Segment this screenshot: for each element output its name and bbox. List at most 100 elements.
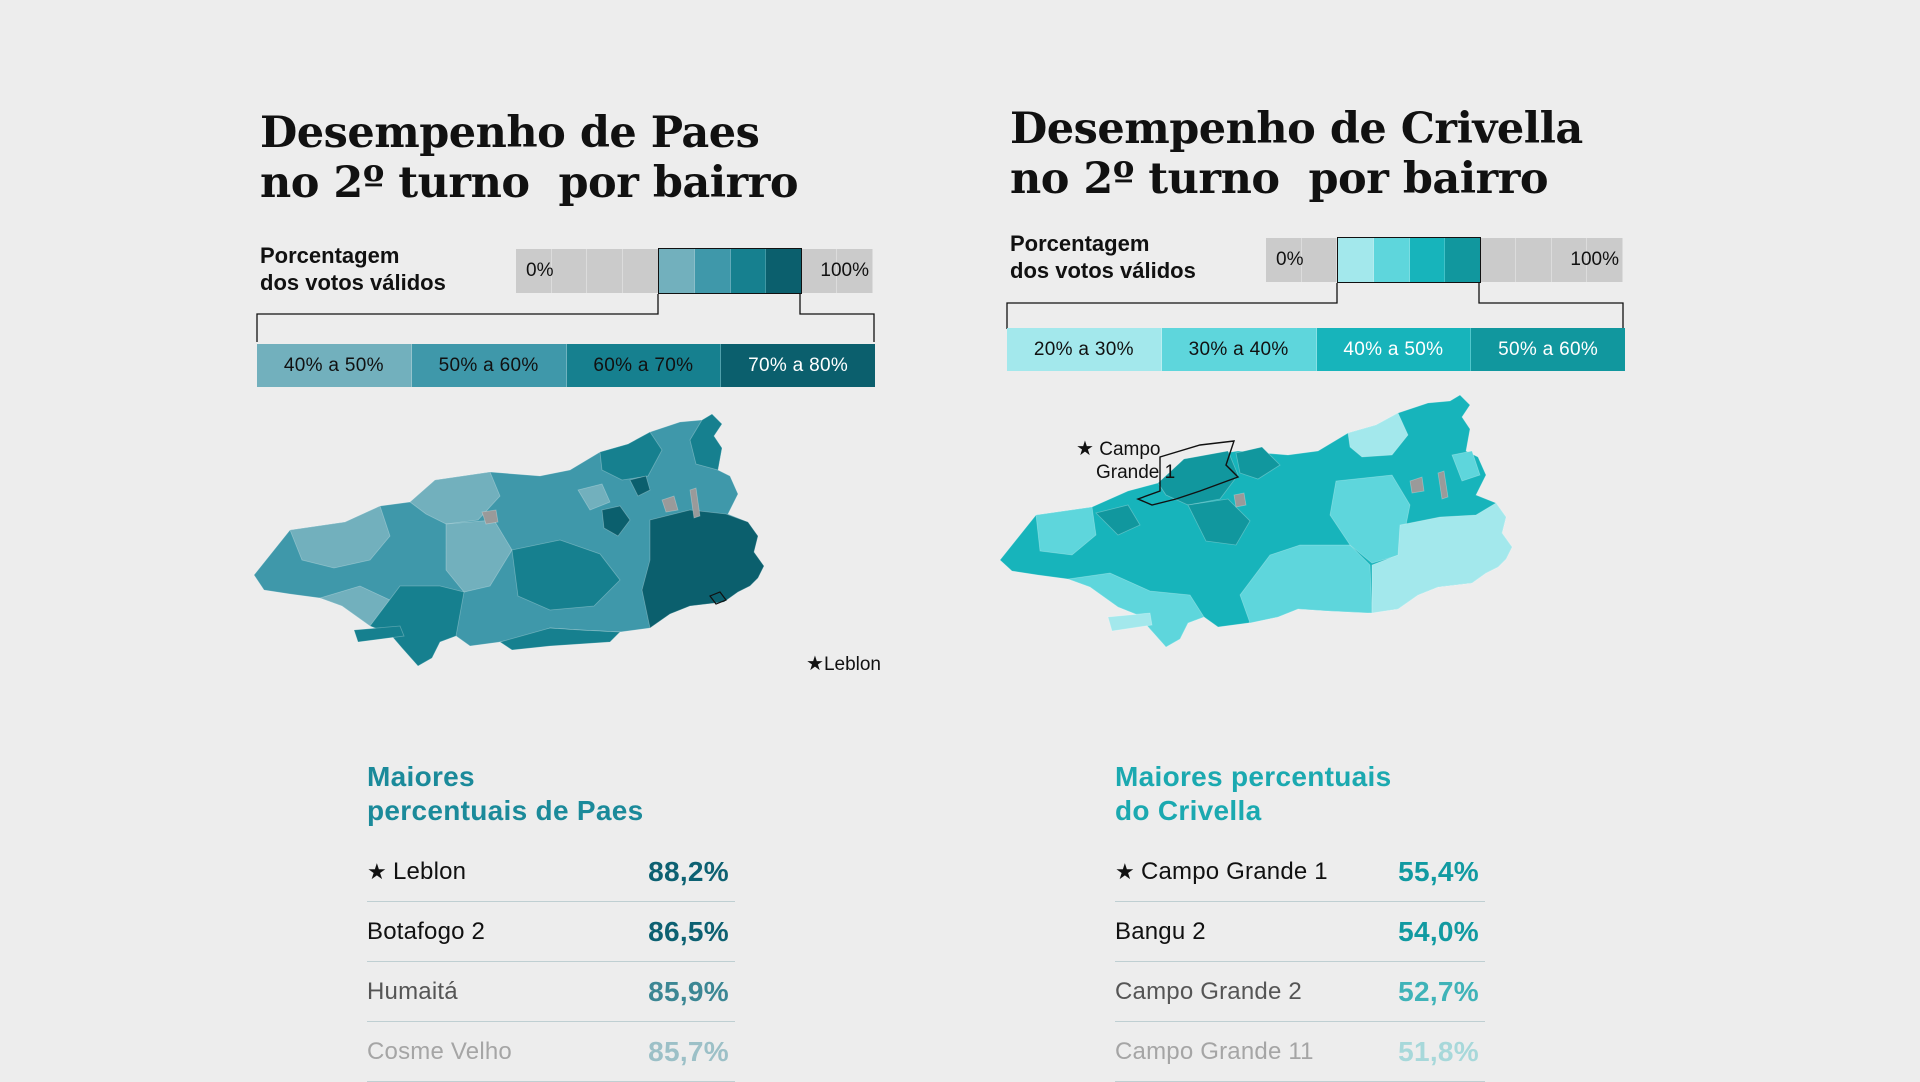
paes-percent-scale: 0% 100%: [516, 248, 874, 294]
crivella-legend-bracket: [1006, 283, 1624, 329]
paes-scale-highlight-cell: [694, 249, 731, 293]
ranking-value: 85,7%: [648, 1035, 729, 1067]
paes-map-regions: [253, 413, 765, 667]
ranking-row: Botafogo 2 86,5%: [367, 902, 735, 962]
paes-legend-label-line-2: dos votos válidos: [260, 270, 446, 295]
ranking-name: Bangu 2: [1115, 917, 1206, 945]
map-label-text: Leblon: [823, 654, 881, 675]
crivella-scale-low-label: 0%: [1276, 249, 1304, 270]
ranking-row: Cosme Velho 85,7%: [367, 1022, 735, 1082]
ranking-value: 88,2%: [648, 855, 729, 887]
map-region: [599, 431, 663, 481]
star-icon: ★: [806, 653, 824, 675]
map-region: [499, 627, 621, 651]
paes-scale-highlight-cell: [659, 249, 695, 293]
paes-ranking-title-line-1: Maiores: [367, 761, 475, 792]
paes-scale-high-label: 100%: [820, 260, 869, 281]
map-region: [1067, 572, 1205, 648]
ranking-name: Campo Grande 2: [1115, 977, 1302, 1005]
crivella-scale-highlight: [1337, 237, 1481, 283]
legend-bin: 60% a 70%: [566, 344, 722, 387]
ranking-row: Campo Grande 2 52,7%: [1115, 962, 1485, 1022]
map-region: [1107, 612, 1153, 632]
paes-panel: Desempenho de Paes no 2º turno por bairr…: [250, 0, 910, 1082]
ranking-name: Botafogo 2: [367, 917, 486, 945]
map-region: [353, 625, 405, 643]
crivella-scale-high-label: 100%: [1570, 249, 1619, 270]
crivella-scale-highlight-cell: [1338, 238, 1374, 282]
paes-ranking-list: ★ Leblon 88,2% Botafogo 2 86,5% Humaitá 8…: [367, 842, 735, 1082]
leblon-outline: [709, 591, 727, 605]
crivella-ranking-title: Maiores percentuais do Crivella: [1115, 760, 1391, 828]
map-region: [601, 505, 631, 537]
ranking-value: 86,5%: [648, 915, 729, 947]
crivella-scale-highlight-cell: [1409, 238, 1446, 282]
map-region: [1233, 492, 1247, 508]
map-region: [1347, 412, 1409, 458]
crivella-choropleth-map: [999, 394, 1513, 648]
ranking-name: Humaitá: [367, 977, 458, 1005]
ranking-row: Humaitá 85,9%: [367, 962, 735, 1022]
map-region: [641, 509, 765, 629]
map-region: [1035, 506, 1097, 556]
crivella-title-line-2: no 2º turno por bairro: [1010, 154, 1549, 204]
paes-legend-label-line-1: Porcentagem: [260, 243, 400, 268]
map-region: [1409, 476, 1425, 494]
paes-scale-highlight-cell: [766, 249, 801, 293]
crivella-map-regions: [999, 394, 1513, 648]
legend-bin: 40% a 50%: [1316, 328, 1472, 371]
ranking-value: 52,7%: [1398, 975, 1479, 1007]
map-region: [481, 509, 499, 525]
paes-choropleth-map: [253, 413, 765, 667]
ranking-name-text: Leblon: [392, 857, 467, 885]
map-region: [689, 487, 701, 519]
ranking-row: ★ Campo Grande 1 55,4%: [1115, 842, 1485, 902]
map-region: [1157, 450, 1239, 506]
crivella-map-label-campo-grande: ★ Campo Grande 1: [1076, 438, 1175, 484]
paes-legend-label: Porcentagem dos votos válidos: [260, 242, 446, 296]
legend-bin: 40% a 50%: [257, 344, 412, 387]
map-region: [511, 539, 621, 611]
map-region: [629, 475, 651, 497]
crivella-percent-scale: 0% 100%: [1266, 237, 1624, 283]
paes-title-line-1: Desempenho de Paes: [260, 108, 760, 158]
paes-title-line-2: no 2º turno por bairro: [260, 158, 799, 208]
paes-map-label-leblon: ★Leblon: [806, 653, 881, 676]
map-region: [1095, 504, 1141, 536]
crivella-title: Desempenho de Crivella no 2º turno por b…: [1010, 104, 1583, 204]
paes-scale-highlight-cell: [730, 249, 767, 293]
crivella-title-line-1: Desempenho de Crivella: [1010, 104, 1583, 154]
crivella-scale-highlight-cell: [1445, 238, 1480, 282]
map-region: [689, 413, 723, 471]
ranking-value: 51,8%: [1398, 1035, 1479, 1067]
ranking-value: 54,0%: [1398, 915, 1479, 947]
map-region: [1235, 446, 1281, 480]
ranking-row: Bangu 2 54,0%: [1115, 902, 1485, 962]
map-region: [1371, 502, 1513, 614]
map-region: [1329, 474, 1411, 564]
crivella-legend-label-line-2: dos votos válidos: [1010, 258, 1196, 283]
legend-bin: 50% a 60%: [411, 344, 567, 387]
map-region: [369, 585, 465, 667]
paes-scale-highlight: [658, 248, 802, 294]
ranking-value: 85,9%: [648, 975, 729, 1007]
paes-legend-bins: 40% a 50% 50% a 60% 60% a 70% 70% a 80%: [257, 344, 875, 387]
ranking-name: Cosme Velho: [367, 1037, 512, 1065]
star-icon: ★: [367, 858, 387, 884]
paes-legend-bracket: [256, 294, 875, 342]
map-region: [1239, 544, 1373, 624]
ranking-value: 55,4%: [1398, 855, 1479, 887]
legend-bin: 20% a 30%: [1007, 328, 1162, 371]
crivella-ranking-title-line-1: Maiores percentuais: [1115, 761, 1392, 792]
map-label-text: Campo: [1099, 439, 1161, 460]
crivella-panel: Desempenho de Crivella no 2º turno por b…: [999, 0, 1660, 1082]
map-region: [289, 505, 391, 569]
paes-ranking-title-line-2: percentuais de Paes: [367, 795, 644, 826]
crivella-legend-label: Porcentagem dos votos válidos: [1010, 230, 1196, 284]
ranking-name: ★ Leblon: [367, 858, 466, 886]
crivella-legend-label-line-1: Porcentagem: [1010, 231, 1150, 256]
map-region: [661, 495, 679, 513]
legend-bin: 70% a 80%: [721, 344, 875, 387]
crivella-ranking-title-line-2: do Crivella: [1115, 795, 1262, 826]
ranking-name: ★ Campo Grande 1: [1115, 858, 1328, 886]
